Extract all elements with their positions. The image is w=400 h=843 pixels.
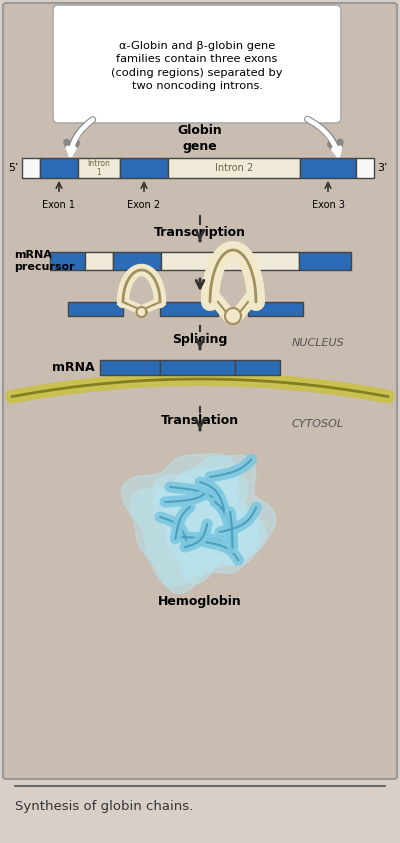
Text: Intron 2: Intron 2: [215, 163, 253, 173]
Bar: [113, 252, 161, 270]
Text: Transcription: Transcription: [154, 226, 246, 239]
Bar: [120, 158, 168, 178]
Bar: [85, 252, 113, 270]
Bar: [300, 158, 356, 178]
Bar: [22, 158, 40, 178]
Polygon shape: [130, 468, 259, 593]
Text: Exon 3: Exon 3: [312, 200, 344, 210]
Polygon shape: [153, 455, 276, 576]
Bar: [68, 302, 123, 316]
Text: Exon 2: Exon 2: [128, 200, 160, 210]
Text: Hemoglobin: Hemoglobin: [158, 595, 242, 608]
Text: NUCLEUS: NUCLEUS: [292, 338, 344, 348]
Bar: [168, 158, 300, 178]
Bar: [100, 360, 160, 375]
Text: CYTOSOL: CYTOSOL: [292, 419, 344, 429]
Bar: [248, 302, 303, 316]
Text: α-Globin and β-globin gene
families contain three exons
(coding regions) separat: α-Globin and β-globin gene families cont…: [111, 41, 283, 91]
Bar: [161, 252, 299, 270]
Text: Translation: Translation: [161, 414, 239, 427]
FancyBboxPatch shape: [3, 3, 397, 779]
Bar: [160, 302, 218, 316]
Polygon shape: [225, 308, 241, 324]
Text: Exon 1: Exon 1: [42, 200, 76, 210]
Polygon shape: [136, 307, 146, 317]
Bar: [78, 158, 120, 178]
FancyBboxPatch shape: [53, 5, 341, 123]
Text: 5’: 5’: [8, 163, 19, 173]
Text: mRNA: mRNA: [52, 361, 95, 374]
Bar: [356, 158, 374, 178]
Text: mRNA
precursor: mRNA precursor: [14, 250, 75, 271]
Text: Synthesis of globin chains.: Synthesis of globin chains.: [15, 800, 193, 813]
Bar: [40, 158, 78, 178]
Bar: [50, 252, 85, 270]
Text: Globin
gene: Globin gene: [178, 124, 222, 153]
Text: Intron
1: Intron 1: [88, 158, 110, 177]
Text: 3’: 3’: [377, 163, 388, 173]
Text: Splicing: Splicing: [172, 333, 228, 346]
Bar: [160, 360, 235, 375]
Polygon shape: [122, 454, 258, 588]
Bar: [235, 360, 280, 375]
Bar: [299, 252, 351, 270]
Polygon shape: [153, 473, 266, 583]
